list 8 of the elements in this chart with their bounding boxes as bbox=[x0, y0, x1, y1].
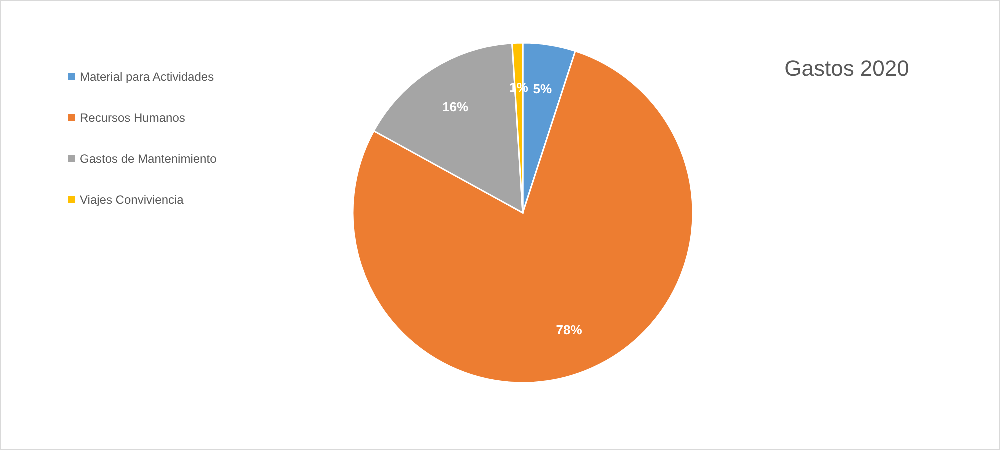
legend-label: Material para Actividades bbox=[80, 70, 214, 84]
data-label: 78% bbox=[556, 322, 583, 338]
data-label: 5% bbox=[533, 81, 553, 96]
legend-label: Viajes Conviviencia bbox=[80, 193, 184, 208]
data-label: 16% bbox=[442, 99, 470, 114]
legend-label: Gastos de Mantenimiento bbox=[80, 152, 218, 166]
text: Gastos 2020 bbox=[784, 56, 910, 81]
legend-label: Recursos Humanos bbox=[80, 111, 186, 126]
